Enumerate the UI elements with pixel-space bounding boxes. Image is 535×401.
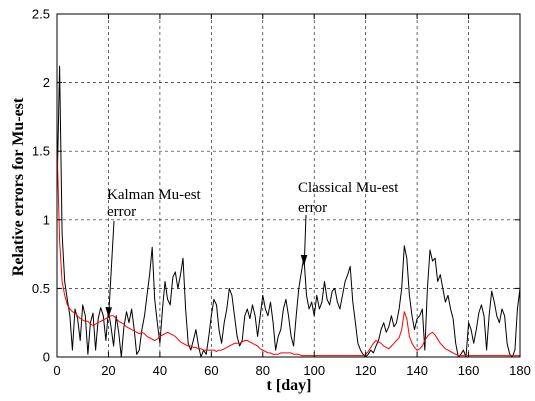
plot-frame [56,13,521,358]
x-tick-label: 80 [256,363,270,378]
tick-labels: 0 20 40 60 80 100 120 140 160 180 0 0.5 1 1.5 2 2.5 [32,7,531,379]
y-tick-label: 1.5 [32,144,50,159]
annotation-arrow [108,220,115,311]
annotation-text: error [298,200,327,216]
plot-series [56,65,521,358]
x-tick-label: 0 [53,363,60,378]
x-tick-label: 160 [458,363,480,378]
y-tick-label: 2.5 [32,7,50,22]
y-tick-label: 0 [43,350,50,365]
x-tick-label: 40 [153,363,167,378]
tick-marks [56,13,521,358]
arrowhead [105,307,112,318]
x-tick-label: 140 [406,363,428,378]
y-tick-label: 2 [43,75,50,90]
kalman-annotation: Kalman Mu-est error [105,187,202,318]
annotation-arrow [304,214,307,259]
annotation-text: error [107,204,136,220]
arrowhead [300,255,308,266]
grid [57,14,520,357]
x-tick-label: 120 [355,363,377,378]
classical-error-line [56,65,521,358]
kalman-error-line [56,144,520,357]
y-axis-label: Relative errors for Mu-est [10,97,27,276]
x-tick-label: 180 [509,363,531,378]
annotation-text: Classical Mu-est [298,180,399,196]
x-axis-label: t [day] [267,377,312,394]
annotation-text: Kalman Mu-est [107,187,202,203]
x-tick-label: 100 [303,363,325,378]
x-tick-label: 20 [101,363,115,378]
classical-annotation: Classical Mu-est error [298,180,399,266]
x-tick-label: 60 [204,363,218,378]
y-tick-label: 0.5 [32,281,50,296]
y-tick-label: 1 [43,212,50,227]
